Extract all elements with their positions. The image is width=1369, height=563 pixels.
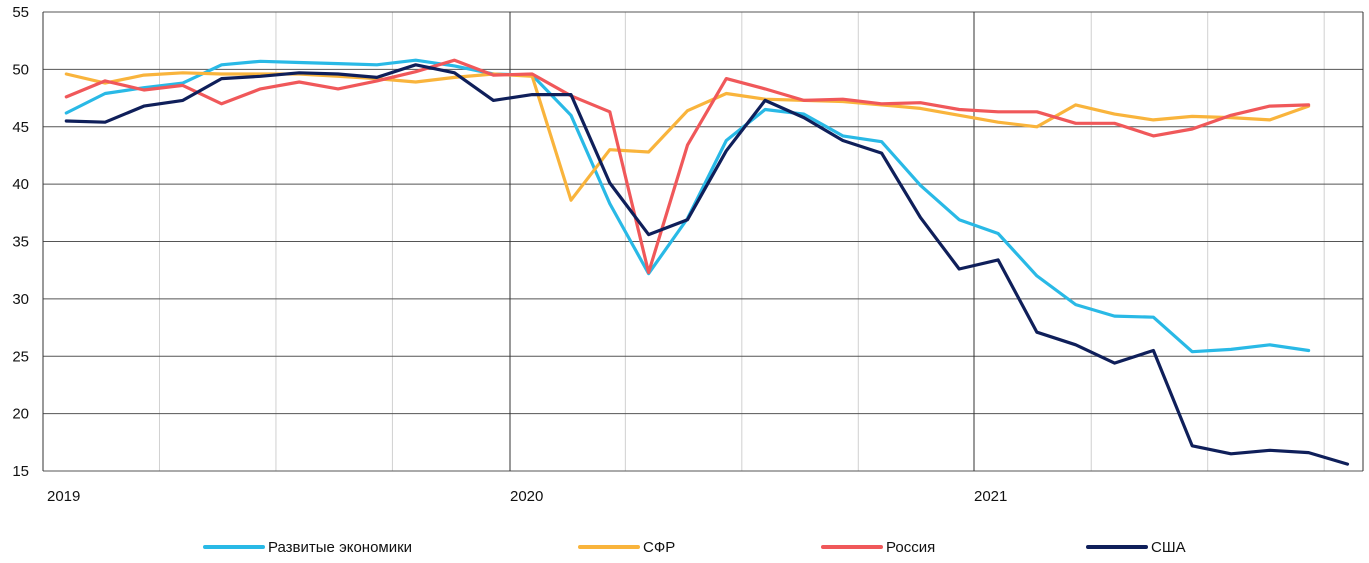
y-tick-label: 35 [12, 234, 29, 251]
y-tick-label: 30 [12, 291, 29, 308]
legend-label: Россия [886, 539, 935, 556]
y-tick-label: 20 [12, 406, 29, 423]
y-tick-label: 25 [12, 348, 29, 365]
series-line-3 [64, 63, 1350, 466]
y-tick-label: 40 [12, 176, 29, 193]
y-tick-label: 45 [12, 119, 29, 136]
x-tick-label: 2019 [47, 488, 80, 505]
series-lines [64, 58, 1350, 466]
x-tick-label: 2021 [974, 488, 1007, 505]
y-tick-label: 50 [12, 61, 29, 78]
legend-label: США [1151, 539, 1186, 556]
x-axis-ticks: 2019 2020 2021 [47, 488, 1007, 505]
series-line-0 [64, 58, 1311, 354]
grid [42, 11, 1364, 472]
y-axis-ticks: 15 20 25 30 35 40 45 50 55 [12, 4, 29, 480]
legend: Развитые экономики СФР Россия США [203, 539, 1186, 556]
y-tick-label: 55 [12, 4, 29, 21]
legend-label: Развитые экономики [268, 539, 412, 556]
series-line-2 [64, 58, 1311, 275]
legend-label: СФР [643, 539, 675, 556]
y-tick-label: 15 [12, 463, 29, 480]
x-tick-label: 2020 [510, 488, 543, 505]
